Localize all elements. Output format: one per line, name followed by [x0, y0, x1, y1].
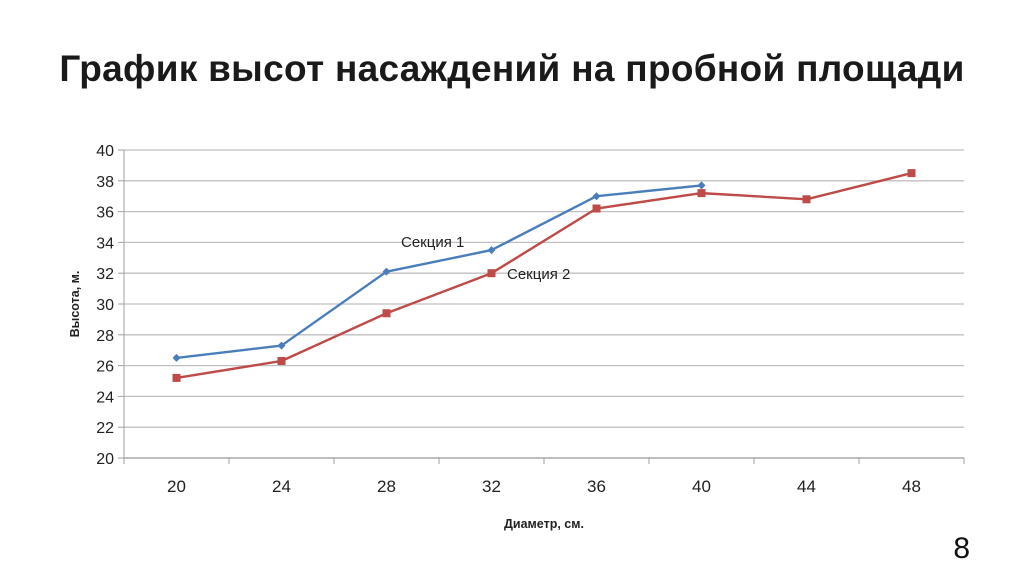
square-marker	[277, 356, 286, 365]
series-line	[176, 171, 912, 380]
square-marker	[382, 309, 391, 318]
y-tick-label: 38	[96, 174, 114, 191]
square-marker	[907, 169, 916, 178]
square-marker	[697, 189, 706, 198]
series-2	[172, 169, 916, 382]
x-axis-label: Диаметр, см.	[504, 517, 584, 531]
series-1	[172, 181, 706, 362]
y-tick-label: 24	[96, 389, 114, 406]
y-tick-label: 28	[96, 328, 114, 345]
y-tick-label: 26	[96, 359, 114, 376]
x-tick-label: 44	[797, 477, 816, 496]
x-tick-label: 48	[902, 477, 921, 496]
page-number: 8	[953, 532, 970, 565]
square-marker	[802, 195, 811, 204]
diamond-marker	[172, 353, 181, 362]
square-marker	[487, 269, 496, 278]
diamond-marker	[487, 246, 496, 255]
square-marker	[172, 373, 181, 382]
diamond-marker	[277, 341, 286, 350]
x-tick-label: 32	[482, 477, 501, 496]
y-tick-label: 30	[96, 297, 114, 314]
y-tick-label: 34	[96, 235, 114, 252]
x-tick-label: 24	[272, 477, 291, 496]
x-tick-label: 40	[692, 477, 711, 496]
x-tick-label: 36	[587, 477, 606, 496]
y-tick-label: 20	[96, 451, 114, 468]
y-tick-label: 32	[96, 266, 114, 283]
y-axis-label: Высота, м.	[68, 271, 82, 338]
series-line	[176, 184, 702, 360]
diamond-marker	[592, 192, 601, 201]
y-tick-label: 40	[96, 143, 114, 160]
y-tick-label: 36	[96, 205, 114, 222]
y-tick-label: 22	[96, 420, 114, 437]
diamond-marker	[697, 181, 706, 190]
x-tick-label: 28	[377, 477, 396, 496]
diamond-marker	[382, 267, 391, 276]
square-marker	[592, 204, 601, 213]
slide-title: График высот насаждений на пробной площа…	[59, 48, 965, 89]
series-label: Секция 1	[401, 234, 464, 251]
series-label: Секция 2	[507, 266, 570, 283]
x-tick-label: 20	[167, 477, 186, 496]
